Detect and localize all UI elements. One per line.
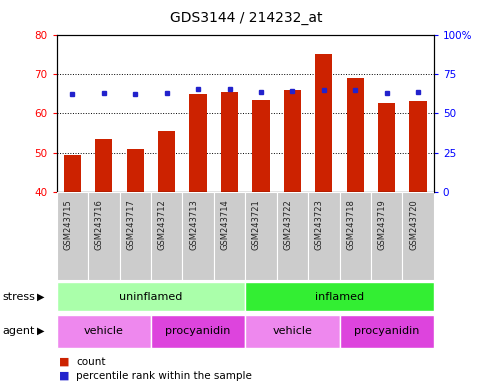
Bar [245, 282, 434, 311]
Bar [151, 315, 245, 348]
Bar [315, 54, 332, 192]
Bar [402, 192, 434, 280]
Bar [410, 101, 427, 192]
Bar [189, 94, 207, 192]
Text: count: count [76, 357, 106, 367]
Bar [340, 315, 434, 348]
Text: GSM243713: GSM243713 [189, 199, 198, 250]
Text: GSM243715: GSM243715 [64, 199, 72, 250]
Bar [182, 192, 214, 280]
Text: GSM243712: GSM243712 [158, 199, 167, 250]
Text: procyanidin: procyanidin [166, 326, 231, 336]
Text: stress: stress [2, 291, 35, 302]
Text: GSM243722: GSM243722 [283, 199, 292, 250]
Text: ■: ■ [59, 357, 70, 367]
Text: ■: ■ [59, 371, 70, 381]
Text: GSM243718: GSM243718 [346, 199, 355, 250]
Bar [95, 139, 112, 192]
Bar [378, 103, 395, 192]
Bar [371, 192, 402, 280]
Text: ▶: ▶ [36, 291, 44, 302]
Bar [252, 99, 270, 192]
Bar [151, 192, 182, 280]
Bar [57, 282, 245, 311]
Text: GSM243721: GSM243721 [252, 199, 261, 250]
Bar [119, 192, 151, 280]
Text: procyanidin: procyanidin [354, 326, 420, 336]
Bar [127, 149, 144, 192]
Text: GSM243723: GSM243723 [315, 199, 324, 250]
Bar [214, 192, 246, 280]
Bar [347, 78, 364, 192]
Bar [308, 192, 340, 280]
Text: GSM243719: GSM243719 [378, 199, 387, 250]
Text: vehicle: vehicle [84, 326, 124, 336]
Bar [57, 315, 151, 348]
Text: ▶: ▶ [36, 326, 44, 336]
Text: vehicle: vehicle [273, 326, 313, 336]
Bar [245, 192, 277, 280]
Text: GSM243716: GSM243716 [95, 199, 104, 250]
Bar [245, 315, 340, 348]
Bar [88, 192, 119, 280]
Bar [277, 192, 308, 280]
Text: GDS3144 / 214232_at: GDS3144 / 214232_at [170, 11, 323, 25]
Bar [158, 131, 176, 192]
Text: GSM243720: GSM243720 [409, 199, 418, 250]
Bar [340, 192, 371, 280]
Bar [221, 92, 238, 192]
Text: GSM243714: GSM243714 [220, 199, 230, 250]
Bar [57, 192, 88, 280]
Text: percentile rank within the sample: percentile rank within the sample [76, 371, 252, 381]
Bar [284, 90, 301, 192]
Text: uninflamed: uninflamed [119, 291, 183, 302]
Bar [64, 155, 81, 192]
Text: GSM243717: GSM243717 [126, 199, 135, 250]
Text: inflamed: inflamed [315, 291, 364, 302]
Text: agent: agent [2, 326, 35, 336]
